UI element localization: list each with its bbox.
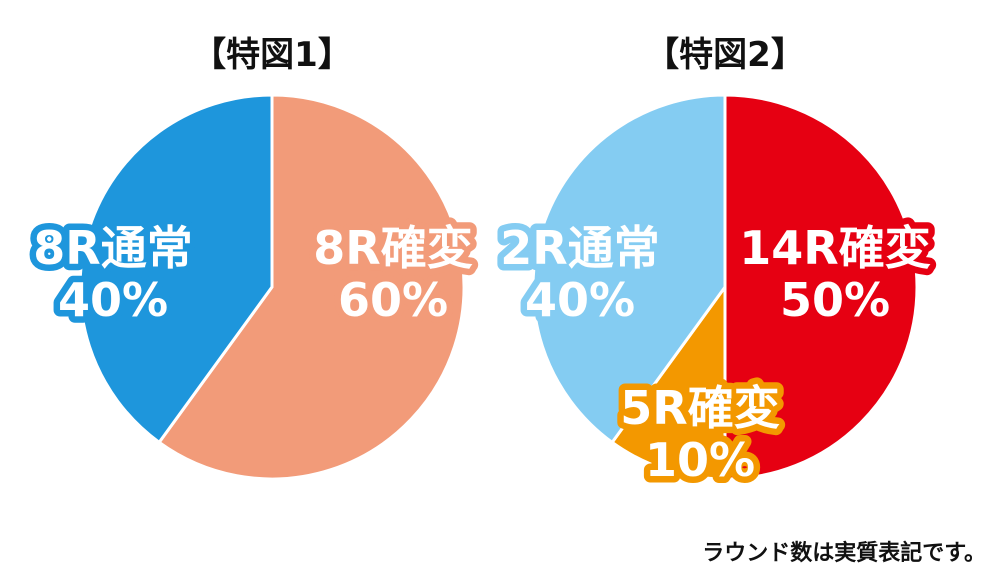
slice-category-label: 14R確変 (739, 221, 930, 275)
pie-chart-tokuzu-1: 【特図1】 8R確変 60% 8R通常 40% (27, 35, 479, 481)
pie-slices-tokuzu-1 (78, 93, 466, 481)
slice-value-label: 50% (780, 273, 890, 327)
slice-value-label: 40% (525, 273, 635, 327)
pie-slice-8R通常 (78, 93, 274, 444)
chart-title-tokuzu-1: 【特図1】 (192, 35, 352, 75)
slice-value-label: 40% (58, 273, 168, 327)
pie-slice-14R確変 (723, 93, 919, 481)
pie-slice-5R確変 (610, 285, 727, 481)
slice-category-label: 8R通常 (33, 221, 192, 275)
slice-value-label: 10% (645, 433, 755, 487)
slice-label-8R通常: 8R通常 40% (33, 221, 192, 327)
pie-slice-2R通常 (531, 93, 727, 444)
pie-slice-8R確変 (157, 93, 466, 481)
slice-label-14R確変: 14R確変 50% (739, 221, 930, 327)
chart-title-tokuzu-2: 【特図2】 (645, 35, 805, 75)
slice-labels-tokuzu-2: 14R確変 50%5R確変 10%2R通常 40% (494, 215, 937, 494)
slice-label-5R確変: 5R確変 10% (620, 381, 779, 487)
slice-value-label: 60% (338, 273, 448, 327)
slice-category-label: 5R確変 (620, 381, 779, 435)
pie-slices-tokuzu-2 (531, 93, 919, 481)
slice-category-label: 8R確変 (313, 221, 472, 275)
slice-category-label: 2R通常 (500, 221, 659, 275)
pie-chart-tokuzu-2: 【特図2】 14R確変 50%5R確変 10%2R通常 40% (494, 35, 937, 494)
footnote: ラウンド数は実質表記です。 (702, 541, 986, 566)
slice-labels-tokuzu-1: 8R確変 60% 8R通常 40% (27, 215, 479, 334)
slice-label-2R通常: 2R通常 40% (500, 221, 659, 327)
slice-label-8R確変: 8R確変 60% (313, 221, 472, 327)
